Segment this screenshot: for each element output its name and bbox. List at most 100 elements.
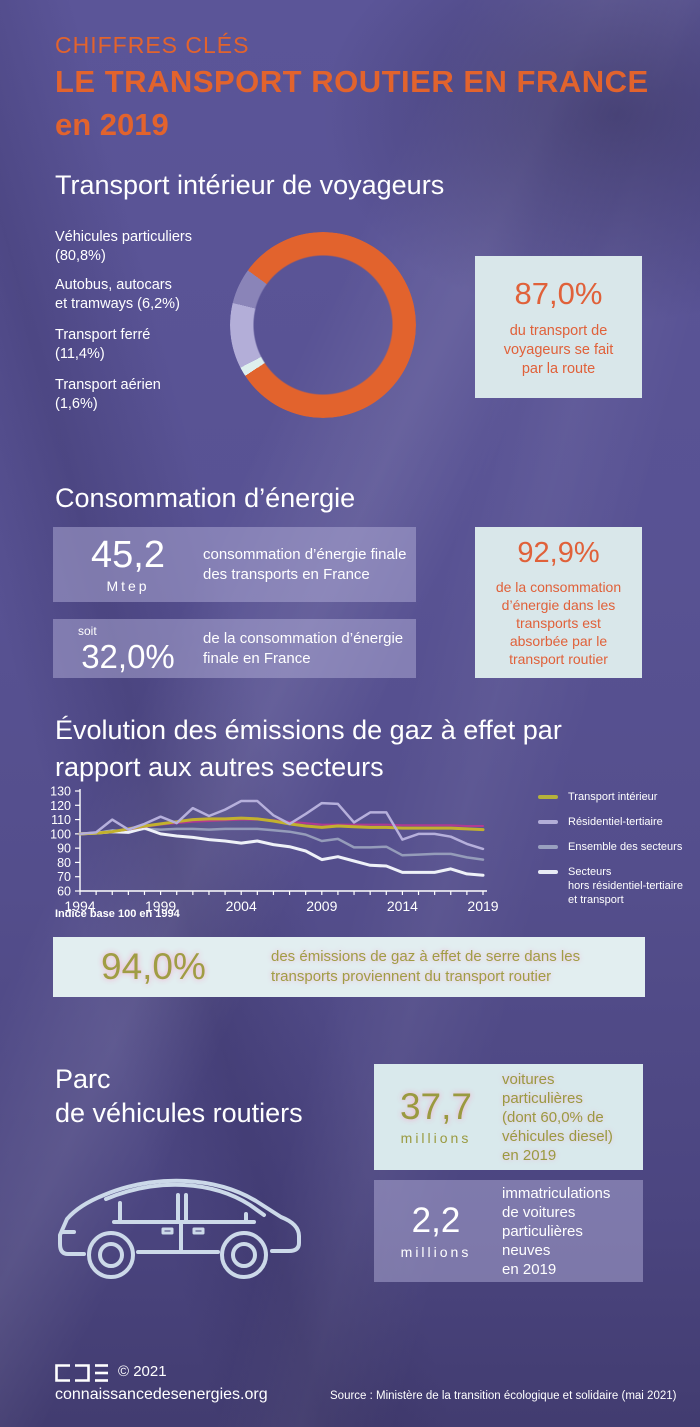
y-tick-label: 110 [51,813,71,827]
legend-label-line: Secteurs [568,866,612,878]
stat-text-line: neuves [502,1241,551,1259]
legend-item-residentiel-tertiaire: Résidentiel-tertiaire [538,815,683,829]
stat-text-line: de la consommation d’énergie [203,629,404,647]
stat-text-line: immatriculations [502,1184,611,1202]
stat-text-929: de la consommation d’énergie dans les tr… [496,578,621,668]
heading-line: de véhicules routiers [55,1098,303,1128]
legend-item-ensemble-secteurs: Ensemble des secteurs [538,840,683,854]
stat-value-929: 92,9% [517,537,600,569]
stat-box-45-mtep: 45,2 Mtep consommation d’énergie finale … [53,527,416,602]
stat-text-line: transports proviennent du transport rout… [271,968,552,985]
donut-label-line: (1,6%) [55,396,98,412]
y-tick-label: 80 [57,856,71,870]
stat-text-line: transport routier [509,651,608,667]
stat-unit-millions: millions [400,1130,472,1146]
stat-text-line: en 2019 [502,1260,557,1278]
stat-unit-mtep: Mtep [106,577,150,594]
stat-value-87: 87,0% [514,275,603,311]
section-heading-energie: Consommation d’énergie [55,483,356,513]
site-link[interactable]: connaissancedesenergies.org [55,1386,268,1403]
heading-line: rapport aux autres secteurs [55,752,384,782]
y-tick-label: 90 [57,842,71,856]
copyright-text: © 2021 [118,1363,167,1380]
x-tick-label: 1999 [145,898,176,914]
legend-swatch-icon [538,820,558,824]
stat-text-32: de la consommation d’énergie finale en F… [203,629,403,669]
source-text: Source : Ministère de la transition écol… [330,1390,677,1402]
page-kicker: CHIFFRES CLÉS [55,32,250,58]
page-subtitle: en 2019 [55,107,169,142]
legend-label: Ensemble des secteurs [568,840,682,854]
donut-label-vehicules: Véhicules particuliers (80,8%) [55,228,192,266]
stat-text-line: voyageurs se fait [503,341,614,358]
line-series-residentiel-tertiaire [78,799,485,851]
stat-text-line: de voitures [502,1203,576,1221]
car-icon [58,1178,301,1279]
stat-value-22: 2,2 [411,1201,461,1240]
donut-label-line: Transport ferré [55,327,151,343]
legend-label-line: hors résidentiel-tertiaire [568,880,683,892]
y-tick-label: 120 [50,799,71,813]
heading-line: Parc [55,1064,111,1094]
highlight-box-929: 92,9% de la consommation d’énergie dans … [475,527,642,678]
stat-box-32-pct: soit 32,0% de la consommation d’énergie … [53,619,416,678]
stat-text-line: véhicules diesel) [502,1127,613,1145]
legend-label-line: et transport [568,894,624,906]
legend-label: Secteurs hors résidentiel-tertiaire et t… [568,865,683,907]
y-tick-label: 130 [50,786,71,799]
x-tick-label: 2014 [387,898,418,914]
donut-label-line: Transport aérien [55,377,161,393]
section-heading-voyageurs: Transport intérieur de voyageurs [55,170,445,200]
stat-text-22: immatriculations de voitures particulièr… [502,1184,610,1279]
legend-label-line: Résidentiel-tertiaire [568,816,663,828]
donut-label-line: (11,4%) [55,346,105,362]
stat-text-line: transports est [516,615,601,631]
stat-text-line: des transports en France [203,565,370,583]
stat-unit-millions: millions [400,1244,472,1260]
line-series-secteurs-hors-residentiel-tertiaire-et-transport [78,826,485,877]
donut-label-ferre: Transport ferré (11,4%) [55,326,150,364]
stat-text-94: des émissions de gaz à effet de serre da… [271,947,580,987]
stat-box-377-millions: 37,7 millions voitures particulières (do… [374,1064,643,1170]
legend-swatch-icon [538,845,558,849]
stat-text-line: finale en France [203,649,311,667]
stat-text-line: voitures [502,1070,555,1088]
stat-value-block: 37,7 millions [382,1088,490,1146]
stat-value-block: soit 32,0% [53,624,203,673]
stat-text-line: en 2019 [502,1146,557,1164]
stat-text-line: d’énergie dans les [501,597,616,613]
stat-text-line: du transport de [509,322,608,339]
stat-text-87: du transport de voyageurs se fait par la… [504,322,614,379]
chart-note: Indice base 100 en 1994 [55,908,180,920]
stat-text-line: (dont 60,0% de [502,1108,604,1126]
stat-value-45: 45,2 [91,533,165,576]
y-tick-label: 70 [57,870,71,884]
section-heading-parc: Parc de véhicules routiers [55,1062,303,1130]
stat-text-377: voitures particulières (dont 60,0% de vé… [502,1070,613,1165]
legend-item-secteurs-hors: Secteurs hors résidentiel-tertiaire et t… [538,865,683,907]
legend-swatch-icon [538,795,558,799]
stat-text-line: de la consommation [495,579,622,595]
donut-label-line: et tramways (6,2%) [55,296,180,312]
page-title: LE TRANSPORT ROUTIER EN FRANCE [55,64,649,99]
heading-line: Évolution des émissions de gaz à effet p… [55,715,562,745]
stat-text-line: absorbée par le [509,633,608,649]
stat-box-22-millions: 2,2 millions immatriculations de voiture… [374,1180,643,1282]
section-heading-emissions: Évolution des émissions de gaz à effet p… [55,712,562,786]
chart-legend: Transport intérieur Résidentiel-tertiair… [538,790,683,907]
donut-label-autobus: Autobus, autocars et tramways (6,2%) [55,276,180,314]
stat-text-line: particulières [502,1222,583,1240]
y-tick-label: 100 [50,827,71,841]
x-tick-label: 2019 [467,898,498,914]
stat-value-32: 32,0% [81,638,175,675]
donut-label-line: Autobus, autocars [55,277,172,293]
donut-label-aerien: Transport aérien (1,6%) [55,376,161,414]
legend-item-transport-interieur: Transport intérieur [538,790,683,804]
stat-text-line: consommation d’énergie finale [203,545,407,563]
x-tick-label: 1994 [64,898,95,914]
cde-logo [55,1364,108,1382]
legend-label: Résidentiel-tertiaire [568,815,663,829]
donut-label-line: Véhicules particuliers [55,229,193,245]
